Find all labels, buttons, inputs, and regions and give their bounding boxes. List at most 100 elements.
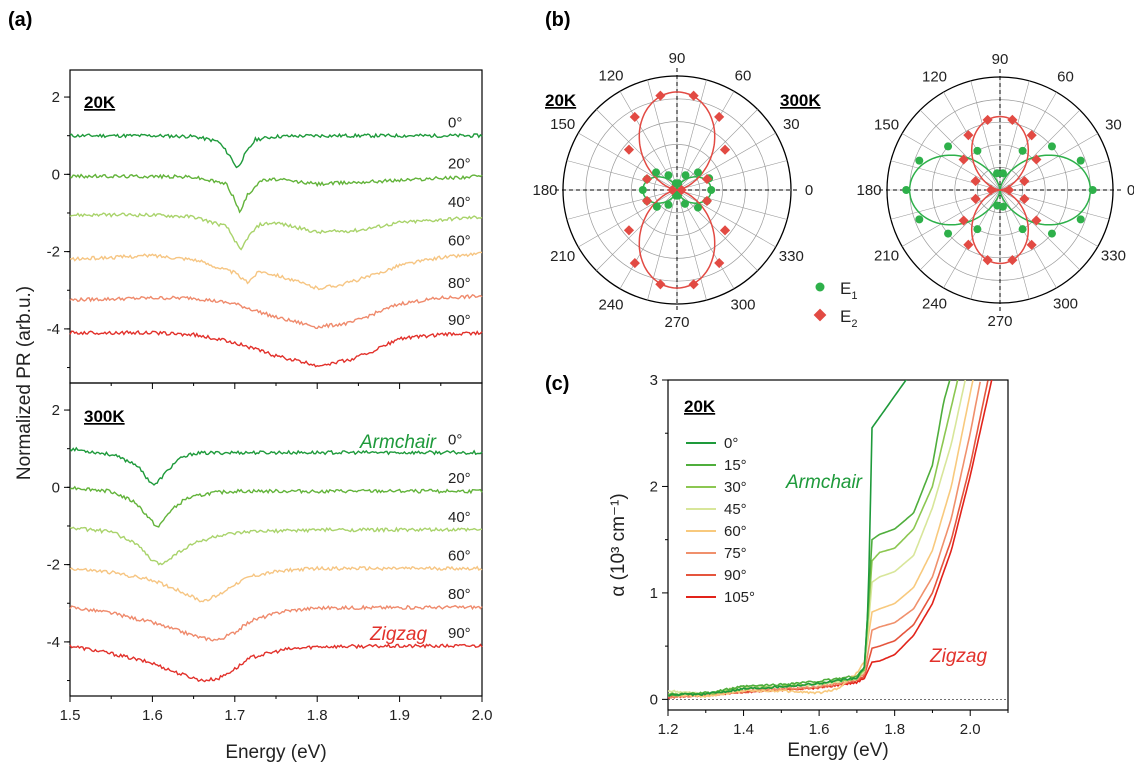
legend-label-c-60: 60°	[724, 523, 747, 540]
polar-spoke-b-300K	[890, 160, 1001, 191]
polar-point-b-20K-e2	[641, 174, 653, 185]
legend-label-c-105: 105°	[724, 589, 755, 606]
series-label-a-top-0: 0°	[448, 115, 462, 132]
polar-point-b-20K-e1	[638, 186, 647, 194]
polar-spoke-b-20K	[578, 132, 678, 191]
polar-spoke-b-20K	[676, 132, 776, 191]
polar-spoke-b-20K	[566, 160, 678, 191]
series-line-a-bottom-20	[69, 485, 483, 528]
polar-angle-label-b-300K: 180	[856, 182, 881, 199]
polar-point-b-20K-e1	[693, 168, 702, 177]
polar-point-b-20K-e2	[623, 225, 635, 236]
y-tick-label-c: 3	[650, 372, 658, 389]
x-tick-label-c: 1.8	[884, 721, 905, 738]
annotation-zigzag-a: Zigzag	[369, 624, 427, 645]
y-tick-label-a-top: 0	[52, 166, 60, 183]
polar-point-b-300K-e2	[982, 114, 993, 126]
legend-label-e1: E1	[840, 279, 857, 302]
polar-point-b-300K-e1	[944, 142, 953, 151]
plot-a-top: 2 0 -2 -4 0° 20° 40° 60° 80° 90°	[47, 89, 483, 389]
y-tick-label-c: 0	[650, 691, 658, 708]
polar-point-b-300K-e1	[1047, 142, 1056, 151]
series-label-a-bottom-80: 80°	[448, 586, 471, 603]
temp-label-a-top: 20K	[84, 93, 116, 112]
polar-spoke-b-20K	[676, 109, 758, 191]
series-label-a-top-20: 20°	[448, 155, 471, 172]
polar-angle-label-b-300K: 210	[874, 248, 899, 265]
series-line-a-top-0	[69, 132, 483, 169]
polar-point-b-20K-e2	[667, 184, 678, 196]
x-tick-label-a-bottom: 1.9	[389, 707, 410, 724]
polar-point-b-300K-e2	[1031, 215, 1042, 226]
polar-angle-label-b-20K: 0	[805, 182, 813, 199]
polar-point-b-20K-e2	[629, 257, 640, 269]
series-line-a-bottom-90	[69, 643, 483, 683]
polar-point-b-20K-e2	[714, 111, 725, 123]
y-axis-label-c: α (10³ cm⁻¹)	[608, 493, 629, 596]
polar-point-b-20K-e1	[673, 191, 682, 200]
legend-label-c-30: 30°	[724, 479, 747, 496]
polar-point-b-20K-e2	[719, 144, 731, 155]
series-label-a-bottom-90: 90°	[448, 625, 471, 642]
polar-point-b-20K-e1	[693, 203, 702, 212]
x-tick-label-c: 1.2	[658, 721, 679, 738]
polar-spoke-b-300K	[999, 109, 1081, 191]
plot-a-bottom: 2 0 -2 -4 1.5 1.6 1.7 1.8 1.9 2.0 0° 20° 40° 60° 80° 90…	[47, 402, 493, 724]
polar-angle-label-b-300K: 90	[992, 51, 1009, 68]
series-label-a-top-80: 80°	[448, 275, 471, 292]
series-label-a-bottom-20: 20°	[448, 470, 471, 487]
polar-point-b-20K-e2	[629, 111, 640, 123]
polar-point-b-300K-e1	[944, 229, 953, 238]
polar-point-b-20K-e2	[701, 195, 713, 206]
series-label-a-bottom-40: 40°	[448, 509, 471, 526]
polar-point-b-300K-e2	[1019, 176, 1030, 187]
polar-point-b-300K-e2	[982, 255, 993, 266]
polar-point-b-300K-e2	[970, 176, 981, 187]
y-tick-label-c: 2	[650, 478, 658, 495]
series-line-c-60	[668, 380, 974, 699]
x-tick-label-c: 2.0	[960, 721, 981, 738]
polar-angle-label-b-20K: 270	[664, 314, 689, 331]
polar-point-b-300K-e2	[1007, 114, 1018, 125]
series-label-a-bottom-0: 0°	[448, 432, 462, 449]
legend-label-c-75: 75°	[724, 545, 747, 562]
polar-angle-label-b-20K: 330	[779, 248, 804, 265]
series-group-c	[668, 380, 993, 700]
series-line-a-top-60	[69, 251, 483, 291]
polar-point-b-300K-e1	[915, 215, 924, 224]
polar-point-b-300K-e1	[1018, 225, 1027, 234]
polar-spoke-b-300K	[999, 189, 1081, 271]
polar-spoke-b-20K	[566, 189, 678, 220]
polar-spoke-b-300K	[999, 189, 1110, 220]
polar-point-b-300K-e2	[1007, 254, 1018, 266]
series-line-c-45	[668, 380, 967, 696]
polar-point-b-300K-e1	[998, 169, 1007, 178]
y-tick-label-a-bottom: -2	[47, 557, 60, 574]
y-tick-label-a-bottom: 0	[52, 479, 60, 496]
x-tick-label-c: 1.6	[809, 721, 830, 738]
polar-point-b-20K-e1	[671, 179, 680, 188]
polar-point-b-20K-e1	[680, 199, 689, 208]
polar-spoke-b-300K	[943, 91, 1001, 191]
temp-label-b-right: 300K	[780, 91, 821, 110]
annotation-armchair-a: Armchair	[359, 432, 437, 453]
polar-angle-label-b-300K: 30	[1105, 117, 1122, 134]
polar-spoke-b-300K	[919, 109, 1001, 191]
polar-angle-label-b-20K: 180	[532, 182, 557, 199]
polar-point-b-20K-e1	[681, 171, 690, 180]
polar-spoke-b-20K	[596, 109, 678, 191]
polar-point-b-20K-e1	[664, 171, 673, 180]
annotation-zigzag-c: Zigzag	[929, 646, 987, 667]
legend-label-c-90: 90°	[724, 567, 747, 584]
polar-fit-b-300K-e2	[970, 115, 1030, 265]
temp-label-c: 20K	[684, 397, 716, 416]
panel-c: 0 1 2 3 1.2 1.4 1.6 1.8 2.0 20K α (10³ cm⁻¹) Ene…	[608, 372, 1009, 761]
legend-label-e2: E2	[840, 307, 857, 330]
polar-spoke-b-20K	[676, 160, 788, 191]
polar-angle-label-b-300K: 270	[987, 313, 1012, 330]
series-line-a-top-80	[69, 293, 483, 330]
x-axis-label-a: Energy (eV)	[225, 742, 326, 763]
